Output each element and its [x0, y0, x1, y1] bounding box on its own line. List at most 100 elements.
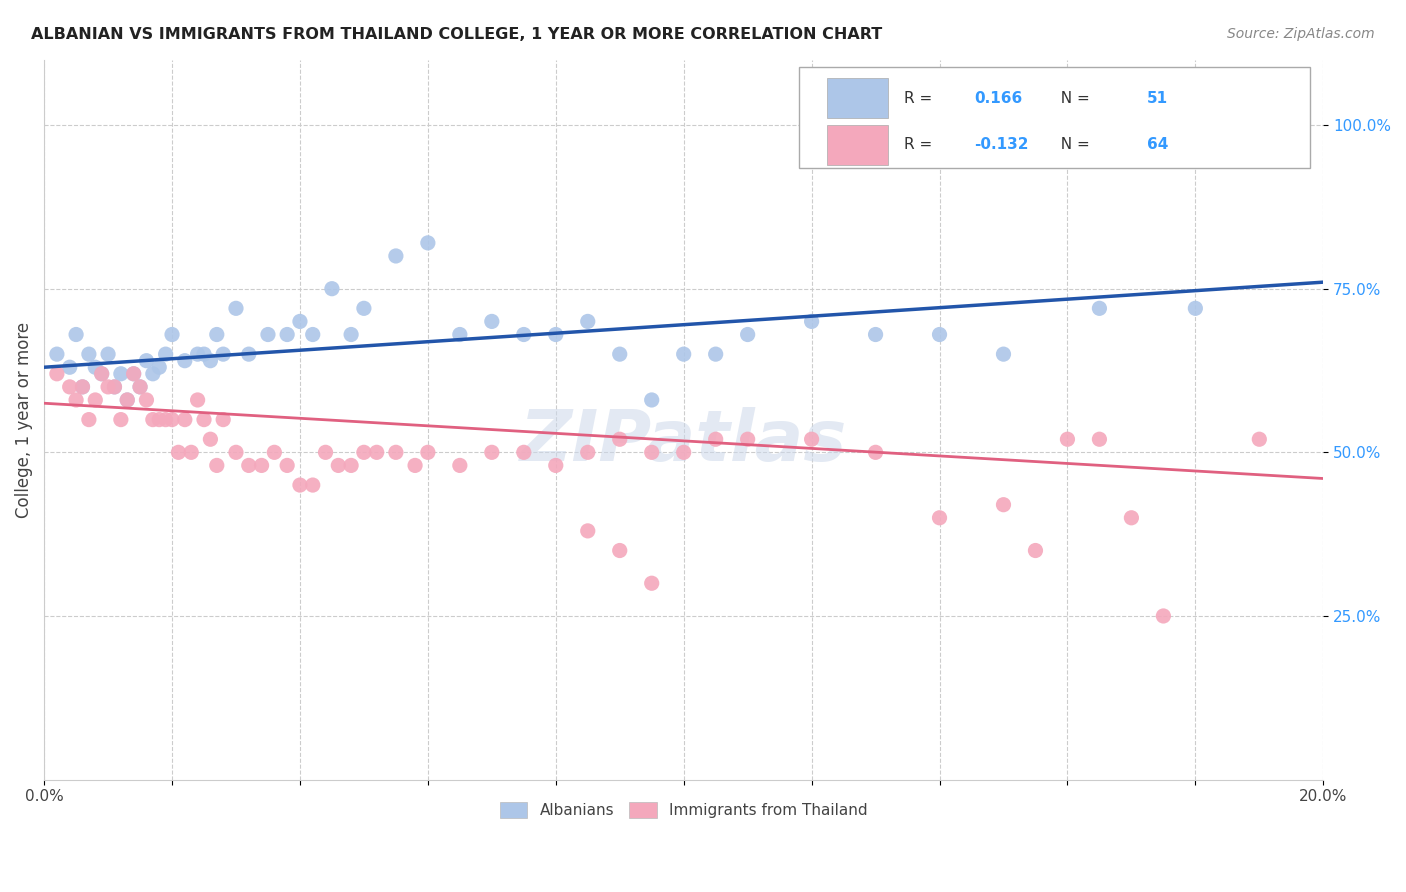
Point: [328, 458, 350, 473]
Point: [45, 347, 67, 361]
Point: [97, 347, 120, 361]
Point: [122, 367, 145, 381]
Point: [416, 235, 439, 250]
Point: [576, 524, 599, 538]
Point: [928, 510, 950, 524]
Point: [72, 380, 94, 394]
Point: [513, 327, 536, 342]
Point: [110, 412, 132, 426]
Text: ALBANIAN VS IMMIGRANTS FROM THAILAND COLLEGE, 1 YEAR OR MORE CORRELATION CHART: ALBANIAN VS IMMIGRANTS FROM THAILAND COL…: [31, 27, 882, 42]
Point: [672, 445, 695, 459]
Point: [155, 412, 177, 426]
Point: [1088, 432, 1111, 446]
Point: [288, 478, 311, 492]
Text: N =: N =: [1050, 91, 1094, 105]
Point: [59, 360, 82, 375]
Text: -0.132: -0.132: [974, 137, 1029, 153]
Point: [117, 392, 139, 407]
Point: [84, 392, 107, 407]
Point: [97, 380, 120, 394]
Point: [276, 327, 298, 342]
Point: [187, 392, 209, 407]
Point: [72, 380, 94, 394]
Point: [1024, 543, 1046, 558]
Point: [416, 445, 439, 459]
Point: [167, 445, 190, 459]
Point: [481, 445, 503, 459]
Text: R =: R =: [904, 137, 936, 153]
Point: [122, 367, 145, 381]
Text: ZIPatlas: ZIPatlas: [520, 407, 848, 475]
Point: [481, 314, 503, 328]
Point: [225, 301, 247, 316]
Point: [135, 392, 157, 407]
Point: [404, 458, 426, 473]
Point: [737, 327, 759, 342]
Point: [321, 282, 343, 296]
Point: [160, 327, 183, 342]
Point: [129, 380, 152, 394]
Point: [110, 367, 132, 381]
FancyBboxPatch shape: [827, 78, 889, 118]
Point: [250, 458, 273, 473]
Point: [129, 380, 152, 394]
Point: [1056, 432, 1078, 446]
Point: [800, 432, 823, 446]
Point: [737, 432, 759, 446]
Point: [45, 367, 67, 381]
Point: [340, 458, 363, 473]
Point: [1249, 432, 1271, 446]
Point: [449, 327, 471, 342]
Point: [353, 445, 375, 459]
Point: [212, 347, 235, 361]
Point: [1088, 301, 1111, 316]
Point: [993, 498, 1015, 512]
Point: [609, 432, 631, 446]
Point: [65, 392, 87, 407]
Point: [193, 347, 215, 361]
Point: [544, 327, 567, 342]
Text: R =: R =: [904, 91, 936, 105]
Point: [65, 327, 87, 342]
Point: [385, 249, 408, 263]
Text: 51: 51: [1147, 91, 1168, 105]
Point: [200, 432, 222, 446]
Point: [142, 367, 165, 381]
Point: [641, 392, 664, 407]
Point: [205, 458, 228, 473]
Point: [704, 347, 727, 361]
Point: [212, 412, 235, 426]
Point: [276, 458, 298, 473]
Point: [340, 327, 363, 342]
Point: [135, 353, 157, 368]
Point: [200, 353, 222, 368]
Point: [84, 360, 107, 375]
Point: [77, 412, 100, 426]
Point: [205, 327, 228, 342]
Point: [609, 543, 631, 558]
Point: [865, 327, 887, 342]
Point: [928, 327, 950, 342]
Point: [187, 347, 209, 361]
Point: [117, 392, 139, 407]
Point: [449, 458, 471, 473]
Point: [90, 367, 112, 381]
Point: [609, 347, 631, 361]
Point: [641, 445, 664, 459]
Point: [77, 347, 100, 361]
FancyBboxPatch shape: [827, 125, 889, 165]
Point: [225, 445, 247, 459]
Point: [148, 360, 170, 375]
Point: [301, 327, 323, 342]
Point: [148, 412, 170, 426]
Point: [1121, 510, 1143, 524]
Text: Source: ZipAtlas.com: Source: ZipAtlas.com: [1227, 27, 1375, 41]
Legend: Albanians, Immigrants from Thailand: Albanians, Immigrants from Thailand: [492, 795, 876, 826]
Point: [544, 458, 567, 473]
Point: [288, 314, 311, 328]
Point: [576, 445, 599, 459]
Point: [385, 445, 408, 459]
Point: [173, 412, 195, 426]
Text: 0.166: 0.166: [974, 91, 1022, 105]
Point: [160, 412, 183, 426]
